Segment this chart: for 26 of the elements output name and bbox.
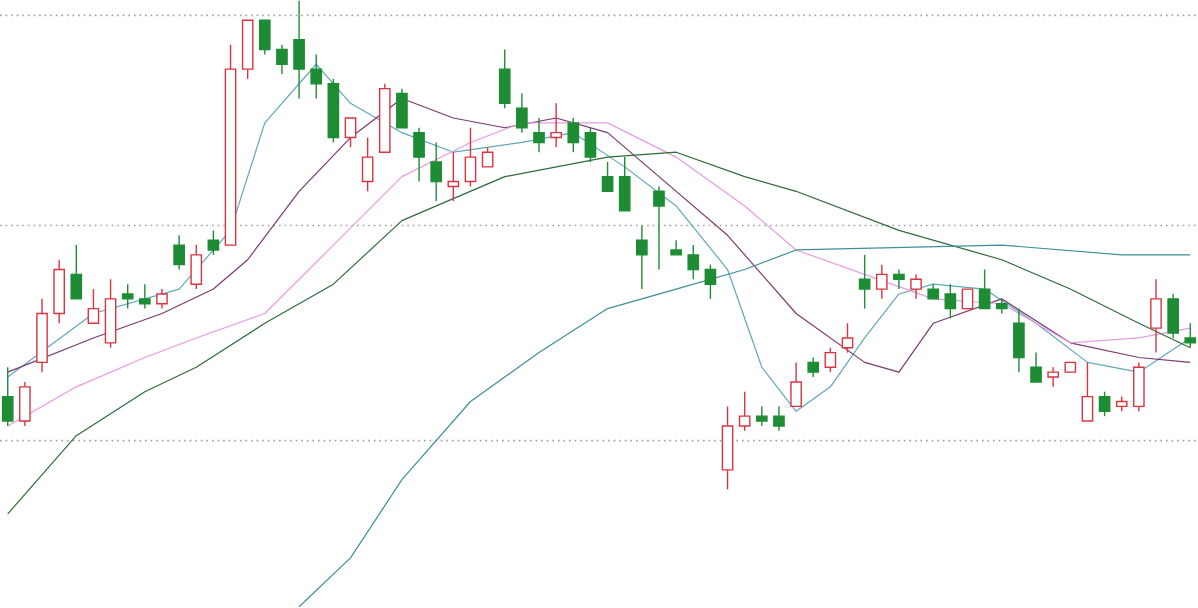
candlestick bbox=[36, 298, 48, 374]
candlestick bbox=[773, 405, 785, 432]
candlestick bbox=[413, 127, 425, 183]
candlestick bbox=[893, 269, 905, 291]
candlestick bbox=[1013, 308, 1025, 374]
candlestick bbox=[755, 405, 768, 427]
candlestick bbox=[550, 102, 563, 149]
candlestick bbox=[139, 283, 151, 310]
candlestick bbox=[516, 93, 528, 134]
candlestick bbox=[1047, 366, 1060, 388]
candlestick bbox=[430, 142, 443, 203]
candlestick bbox=[1167, 293, 1179, 339]
candlestick bbox=[858, 254, 871, 310]
candlestick bbox=[721, 405, 734, 491]
candlestick bbox=[156, 288, 168, 310]
candlestick bbox=[1133, 362, 1145, 413]
candlestick bbox=[173, 234, 185, 271]
candlestick bbox=[19, 381, 31, 427]
candlestick bbox=[636, 225, 648, 291]
candlestick bbox=[53, 259, 65, 325]
candlestick bbox=[293, 0, 305, 100]
candlestick bbox=[910, 274, 922, 300]
candlestick bbox=[653, 186, 665, 271]
candlestick bbox=[276, 44, 288, 76]
candlestick bbox=[1150, 278, 1162, 354]
candlestick bbox=[533, 117, 545, 154]
